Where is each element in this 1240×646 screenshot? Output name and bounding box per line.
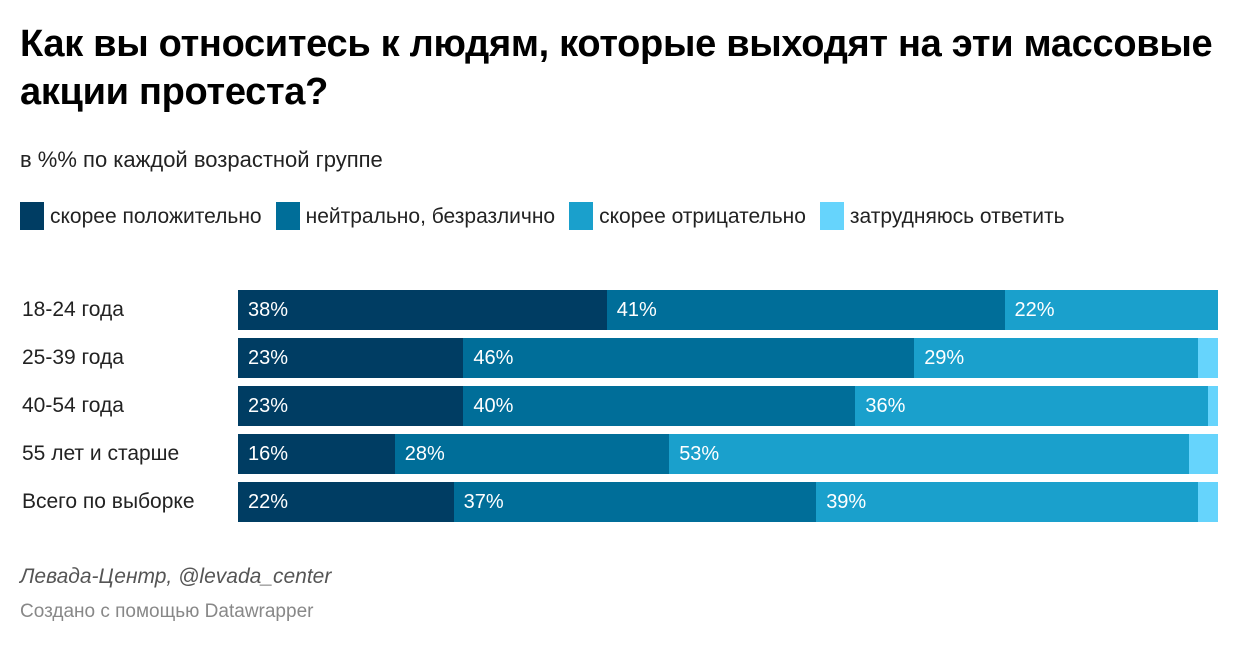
bar-value-label: 23% [248, 347, 289, 369]
bar-value-label: 53% [679, 443, 720, 465]
bar-segment [1198, 338, 1218, 378]
source-note: Левада-Центр, @levada_center [20, 565, 332, 588]
bar-segment [606, 290, 1005, 330]
legend-label: скорее положительно [50, 205, 262, 228]
category-label: Всего по выборке [22, 490, 195, 513]
bar-value-label: 22% [1014, 299, 1055, 321]
bar-value-label: 40% [473, 395, 514, 417]
legend-swatch [569, 202, 594, 230]
bar-value-label: 41% [616, 299, 657, 321]
bar-segment [1004, 290, 1218, 330]
bar-segment [238, 338, 464, 378]
bar-value-label: 29% [924, 347, 965, 369]
legend-swatch [20, 202, 44, 230]
chart-subtitle: в %% по каждой возрастной группе [20, 147, 383, 172]
bar-value-label: 39% [826, 491, 867, 513]
bar-segment [238, 482, 454, 522]
legend: скорее положительно нейтрально, безразлич… [20, 200, 1220, 234]
bar-value-label: 28% [404, 443, 445, 465]
legend-item: затрудняюсь ответить [819, 200, 1065, 234]
legend-item: нейтрально, безразлично [275, 200, 556, 234]
bar-value-label: 16% [248, 443, 289, 465]
legend-label: скорее отрицательно [599, 205, 806, 228]
legend-item: скорее отрицательно [569, 200, 806, 234]
bar-segment [453, 482, 817, 522]
bar-segment [238, 290, 607, 330]
category-label: 40-54 года [22, 394, 124, 417]
bar-segment [238, 386, 464, 426]
legend-label: затрудняюсь ответить [849, 205, 1065, 228]
bar-segment [238, 434, 395, 474]
bar-segment [394, 434, 670, 474]
category-label: 25-39 года [22, 346, 124, 369]
legend-label: нейтрально, безразлично [305, 205, 556, 228]
credit-note: Создано с помощью Datawrapper [20, 601, 314, 622]
bar-segment [1198, 482, 1218, 522]
legend-swatch [275, 202, 300, 230]
bar-segment [914, 338, 1199, 378]
bar-segment [1188, 434, 1218, 474]
category-label: 55 лет и старше [22, 442, 180, 465]
bar-segment [816, 482, 1199, 522]
bar-segment [463, 338, 915, 378]
bar-segment [1208, 386, 1218, 426]
bar-value-label: 23% [248, 395, 289, 417]
bar-value-label: 36% [865, 395, 906, 417]
bar-value-label: 46% [473, 347, 514, 369]
bar-value-label: 22% [248, 491, 289, 513]
bar-value-label: 37% [463, 491, 504, 513]
legend-swatch [819, 202, 844, 230]
bar-segment [463, 386, 856, 426]
bar-segment [669, 434, 1189, 474]
legend-item: скорее положительно [20, 200, 262, 234]
category-label: 18-24 года [22, 298, 124, 321]
chart-title: Как вы относитесь к людям, которые выход… [20, 23, 1213, 113]
bar-segment [855, 386, 1209, 426]
bar-value-label: 38% [248, 299, 289, 321]
